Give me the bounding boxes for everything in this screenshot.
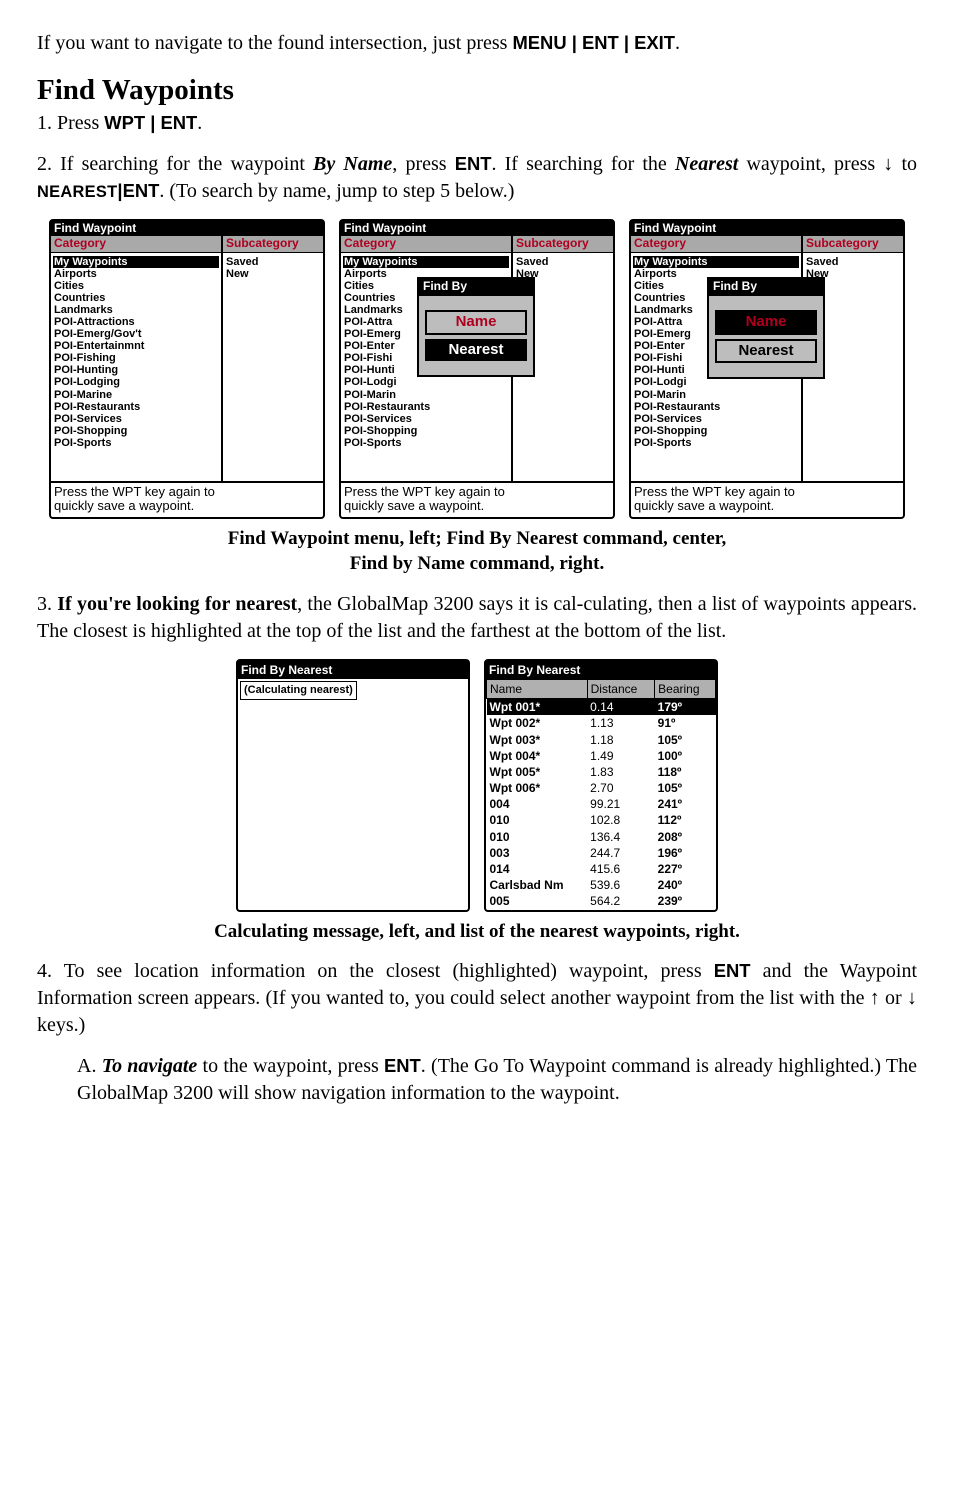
category-item[interactable]: POI-Restaurants bbox=[53, 401, 219, 413]
device-find-waypoint-menu: Find Waypoint Category My WaypointsAirpo… bbox=[49, 219, 325, 519]
list-title: Find By Nearest bbox=[486, 661, 716, 679]
device-calculating: Find By Nearest (Calculating nearest) bbox=[236, 659, 470, 912]
table-row[interactable]: Wpt 005*1.83118º bbox=[487, 764, 716, 780]
step-4a: A. To navigate to the waypoint, press EN… bbox=[37, 1053, 917, 1107]
table-row[interactable]: 005564.2239º bbox=[487, 893, 716, 909]
find-waypoint-screens: Find Waypoint Category My WaypointsAirpo… bbox=[37, 219, 917, 519]
table-row[interactable]: Wpt 001*0.14179º bbox=[487, 699, 716, 716]
category-item[interactable]: POI-Hunting bbox=[53, 364, 219, 376]
popup-title: Find By bbox=[417, 277, 535, 294]
category-item[interactable]: My Waypoints bbox=[53, 256, 219, 268]
category-item[interactable]: POI-Marin bbox=[343, 389, 509, 401]
table-row[interactable]: 014415.6227º bbox=[487, 861, 716, 877]
calculating-message: (Calculating nearest) bbox=[240, 681, 357, 700]
table-row[interactable]: 003244.7196º bbox=[487, 845, 716, 861]
category-item[interactable]: POI-Services bbox=[343, 413, 509, 425]
intro-paragraph: If you want to navigate to the found int… bbox=[37, 30, 917, 57]
category-item[interactable]: POI-Lodging bbox=[53, 376, 219, 388]
device-waypoint-list: Find By Nearest Name Distance Bearing Wp… bbox=[484, 659, 718, 912]
table-row[interactable]: 00499.21241º bbox=[487, 796, 716, 812]
calc-title: Find By Nearest bbox=[238, 661, 468, 679]
col-distance: Distance bbox=[587, 679, 655, 698]
table-row[interactable]: 010102.8112º bbox=[487, 812, 716, 828]
caption-1: Find Waypoint menu, left; Find By Neares… bbox=[37, 527, 917, 576]
category-item[interactable]: Cities bbox=[53, 280, 219, 292]
step-4: 4. To see location information on the cl… bbox=[37, 958, 917, 1039]
findby-popup: Find By Name Nearest bbox=[417, 277, 535, 377]
category-header: Category bbox=[51, 236, 221, 252]
device-findby-name: Find Waypoint Category My WaypointsAirpo… bbox=[629, 219, 905, 519]
category-item[interactable]: POI-Marine bbox=[53, 389, 219, 401]
device1-title: Find Waypoint bbox=[51, 221, 323, 236]
caption-2: Calculating message, left, and list of t… bbox=[37, 920, 917, 945]
subcategory-header: Subcategory bbox=[223, 236, 323, 252]
findby-popup: Find By Name Nearest bbox=[707, 277, 825, 379]
category-list[interactable]: My WaypointsAirportsCitiesCountriesLandm… bbox=[51, 253, 221, 478]
nearest-screens: Find By Nearest (Calculating nearest) Fi… bbox=[37, 659, 917, 912]
to-navigate-emph: To navigate bbox=[102, 1055, 198, 1077]
category-item[interactable]: POI-Sports bbox=[633, 437, 799, 449]
waypoint-table[interactable]: Name Distance Bearing Wpt 001*0.14179ºWp… bbox=[486, 679, 716, 910]
subcategory-item[interactable]: Saved bbox=[225, 256, 321, 268]
col-name: Name bbox=[487, 679, 588, 698]
table-row[interactable]: Wpt 004*1.49100º bbox=[487, 748, 716, 764]
intro-text-a: If you want to navigate to the found int… bbox=[37, 32, 512, 54]
category-item[interactable]: My Waypoints bbox=[343, 256, 509, 268]
device1-hint: Press the WPT key again to quickly save … bbox=[51, 481, 323, 518]
intro-text-b: . bbox=[675, 32, 680, 54]
popup-nearest-button[interactable]: Nearest bbox=[425, 339, 527, 362]
subcategory-item[interactable]: Saved bbox=[515, 256, 611, 268]
category-item[interactable]: Countries bbox=[53, 292, 219, 304]
popup-nearest-button[interactable]: Nearest bbox=[715, 339, 817, 364]
category-item[interactable]: POI-Restaurants bbox=[633, 401, 799, 413]
table-row[interactable]: Wpt 002*1.1391º bbox=[487, 715, 716, 731]
category-item[interactable]: POI-Marin bbox=[633, 389, 799, 401]
table-row[interactable]: Carlsbad Nm539.6240º bbox=[487, 877, 716, 893]
subcategory-item[interactable]: Saved bbox=[805, 256, 901, 268]
step-1: 1. Press WPT | ENT. bbox=[37, 110, 917, 137]
category-item[interactable]: POI-Shopping bbox=[633, 425, 799, 437]
category-item[interactable]: POI-Sports bbox=[53, 437, 219, 449]
by-name-emph: By Name bbox=[313, 153, 392, 175]
subcategory-list[interactable]: SavedNew bbox=[223, 253, 323, 481]
section-heading: Find Waypoints bbox=[37, 71, 917, 110]
category-item[interactable]: POI-Sports bbox=[343, 437, 509, 449]
intro-keys: MENU | ENT | EXIT bbox=[512, 32, 675, 53]
popup-name-button[interactable]: Name bbox=[425, 310, 527, 335]
category-item[interactable]: POI-Shopping bbox=[343, 425, 509, 437]
category-item[interactable]: POI-Attractions bbox=[53, 316, 219, 328]
category-item[interactable]: Airports bbox=[53, 268, 219, 280]
category-item[interactable]: POI-Shopping bbox=[53, 425, 219, 437]
category-item[interactable]: My Waypoints bbox=[633, 256, 799, 268]
device-findby-nearest: Find Waypoint Category My WaypointsAirpo… bbox=[339, 219, 615, 519]
category-item[interactable]: POI-Emerg/Gov't bbox=[53, 328, 219, 340]
table-row[interactable]: 010136.4208º bbox=[487, 829, 716, 845]
popup-name-button[interactable]: Name bbox=[715, 310, 817, 335]
category-item[interactable]: Landmarks bbox=[53, 304, 219, 316]
step-2: 2. If searching for the waypoint By Name… bbox=[37, 151, 917, 205]
nearest-emph: Nearest bbox=[675, 153, 738, 175]
table-row[interactable]: Wpt 003*1.18105º bbox=[487, 732, 716, 748]
category-item[interactable]: POI-Entertainmnt bbox=[53, 340, 219, 352]
table-row[interactable]: Wpt 006*2.70105º bbox=[487, 780, 716, 796]
category-item[interactable]: POI-Lodgi bbox=[343, 376, 509, 388]
category-item[interactable]: POI-Services bbox=[53, 413, 219, 425]
category-item[interactable]: POI-Restaurants bbox=[343, 401, 509, 413]
category-item[interactable]: POI-Fishing bbox=[53, 352, 219, 364]
category-item[interactable]: POI-Services bbox=[633, 413, 799, 425]
step-3: 3. If you're looking for nearest, the Gl… bbox=[37, 591, 917, 645]
col-bearing: Bearing bbox=[655, 679, 716, 698]
subcategory-item[interactable]: New bbox=[225, 268, 321, 280]
step1-keys: WPT | ENT bbox=[104, 112, 197, 133]
